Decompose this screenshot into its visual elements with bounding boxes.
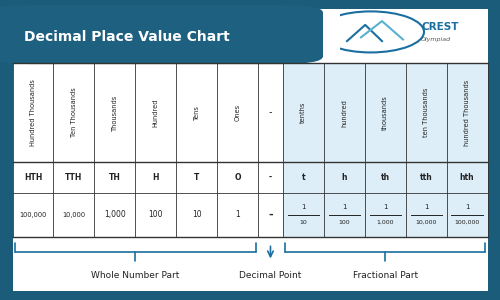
Text: 1: 1 bbox=[424, 204, 428, 210]
Text: Decimal Place Value Chart: Decimal Place Value Chart bbox=[24, 30, 230, 44]
Text: TTH: TTH bbox=[65, 173, 82, 182]
FancyBboxPatch shape bbox=[0, 5, 323, 64]
Text: hth: hth bbox=[460, 173, 474, 182]
Text: H: H bbox=[152, 173, 159, 182]
Text: 100: 100 bbox=[338, 220, 350, 225]
Text: Decimal Point: Decimal Point bbox=[240, 272, 302, 280]
Text: 1: 1 bbox=[383, 204, 388, 210]
Text: t: t bbox=[302, 173, 305, 182]
Text: tenths: tenths bbox=[300, 102, 306, 123]
Text: tth: tth bbox=[420, 173, 432, 182]
Text: 1,000: 1,000 bbox=[376, 220, 394, 225]
Text: 100,000: 100,000 bbox=[454, 220, 479, 225]
Text: 1,000: 1,000 bbox=[104, 210, 126, 219]
Text: th: th bbox=[380, 173, 390, 182]
Text: Fractional Part: Fractional Part bbox=[352, 272, 418, 280]
Text: hundred: hundred bbox=[341, 99, 347, 127]
Bar bbox=[283, 63, 488, 237]
Text: CREST: CREST bbox=[421, 22, 459, 32]
Text: -: - bbox=[268, 108, 272, 118]
Text: 100,000: 100,000 bbox=[20, 212, 46, 218]
Text: 100: 100 bbox=[148, 210, 163, 219]
Bar bbox=[12, 50, 156, 60]
Text: 1: 1 bbox=[236, 210, 240, 219]
Text: Whole Number Part: Whole Number Part bbox=[91, 272, 180, 280]
Text: 10,000: 10,000 bbox=[62, 212, 86, 218]
Text: 1: 1 bbox=[301, 204, 306, 210]
Text: 10,000: 10,000 bbox=[416, 220, 437, 225]
Text: 10: 10 bbox=[300, 220, 307, 225]
Text: 1: 1 bbox=[465, 204, 469, 210]
Text: h: h bbox=[342, 173, 347, 182]
Text: O: O bbox=[234, 173, 241, 182]
Text: -: - bbox=[269, 173, 272, 182]
Bar bbox=[12, 9, 36, 34]
Text: -: - bbox=[268, 210, 273, 220]
Text: Hundred: Hundred bbox=[153, 98, 159, 127]
Text: Olympiad: Olympiad bbox=[421, 37, 452, 42]
Text: 10: 10 bbox=[192, 210, 202, 219]
Text: Ten Thousands: Ten Thousands bbox=[71, 88, 77, 137]
Text: HTH: HTH bbox=[24, 173, 42, 182]
Text: TH: TH bbox=[109, 173, 121, 182]
Text: thousands: thousands bbox=[382, 95, 388, 130]
Text: hundred Thousands: hundred Thousands bbox=[464, 80, 470, 146]
Text: 1: 1 bbox=[342, 204, 346, 210]
Text: T: T bbox=[194, 173, 200, 182]
Text: Tens: Tens bbox=[194, 105, 200, 120]
Text: ten Thousands: ten Thousands bbox=[423, 88, 429, 137]
Text: Hundred Thousands: Hundred Thousands bbox=[30, 79, 36, 146]
Text: Ones: Ones bbox=[234, 104, 240, 121]
Text: Thousands: Thousands bbox=[112, 94, 118, 131]
